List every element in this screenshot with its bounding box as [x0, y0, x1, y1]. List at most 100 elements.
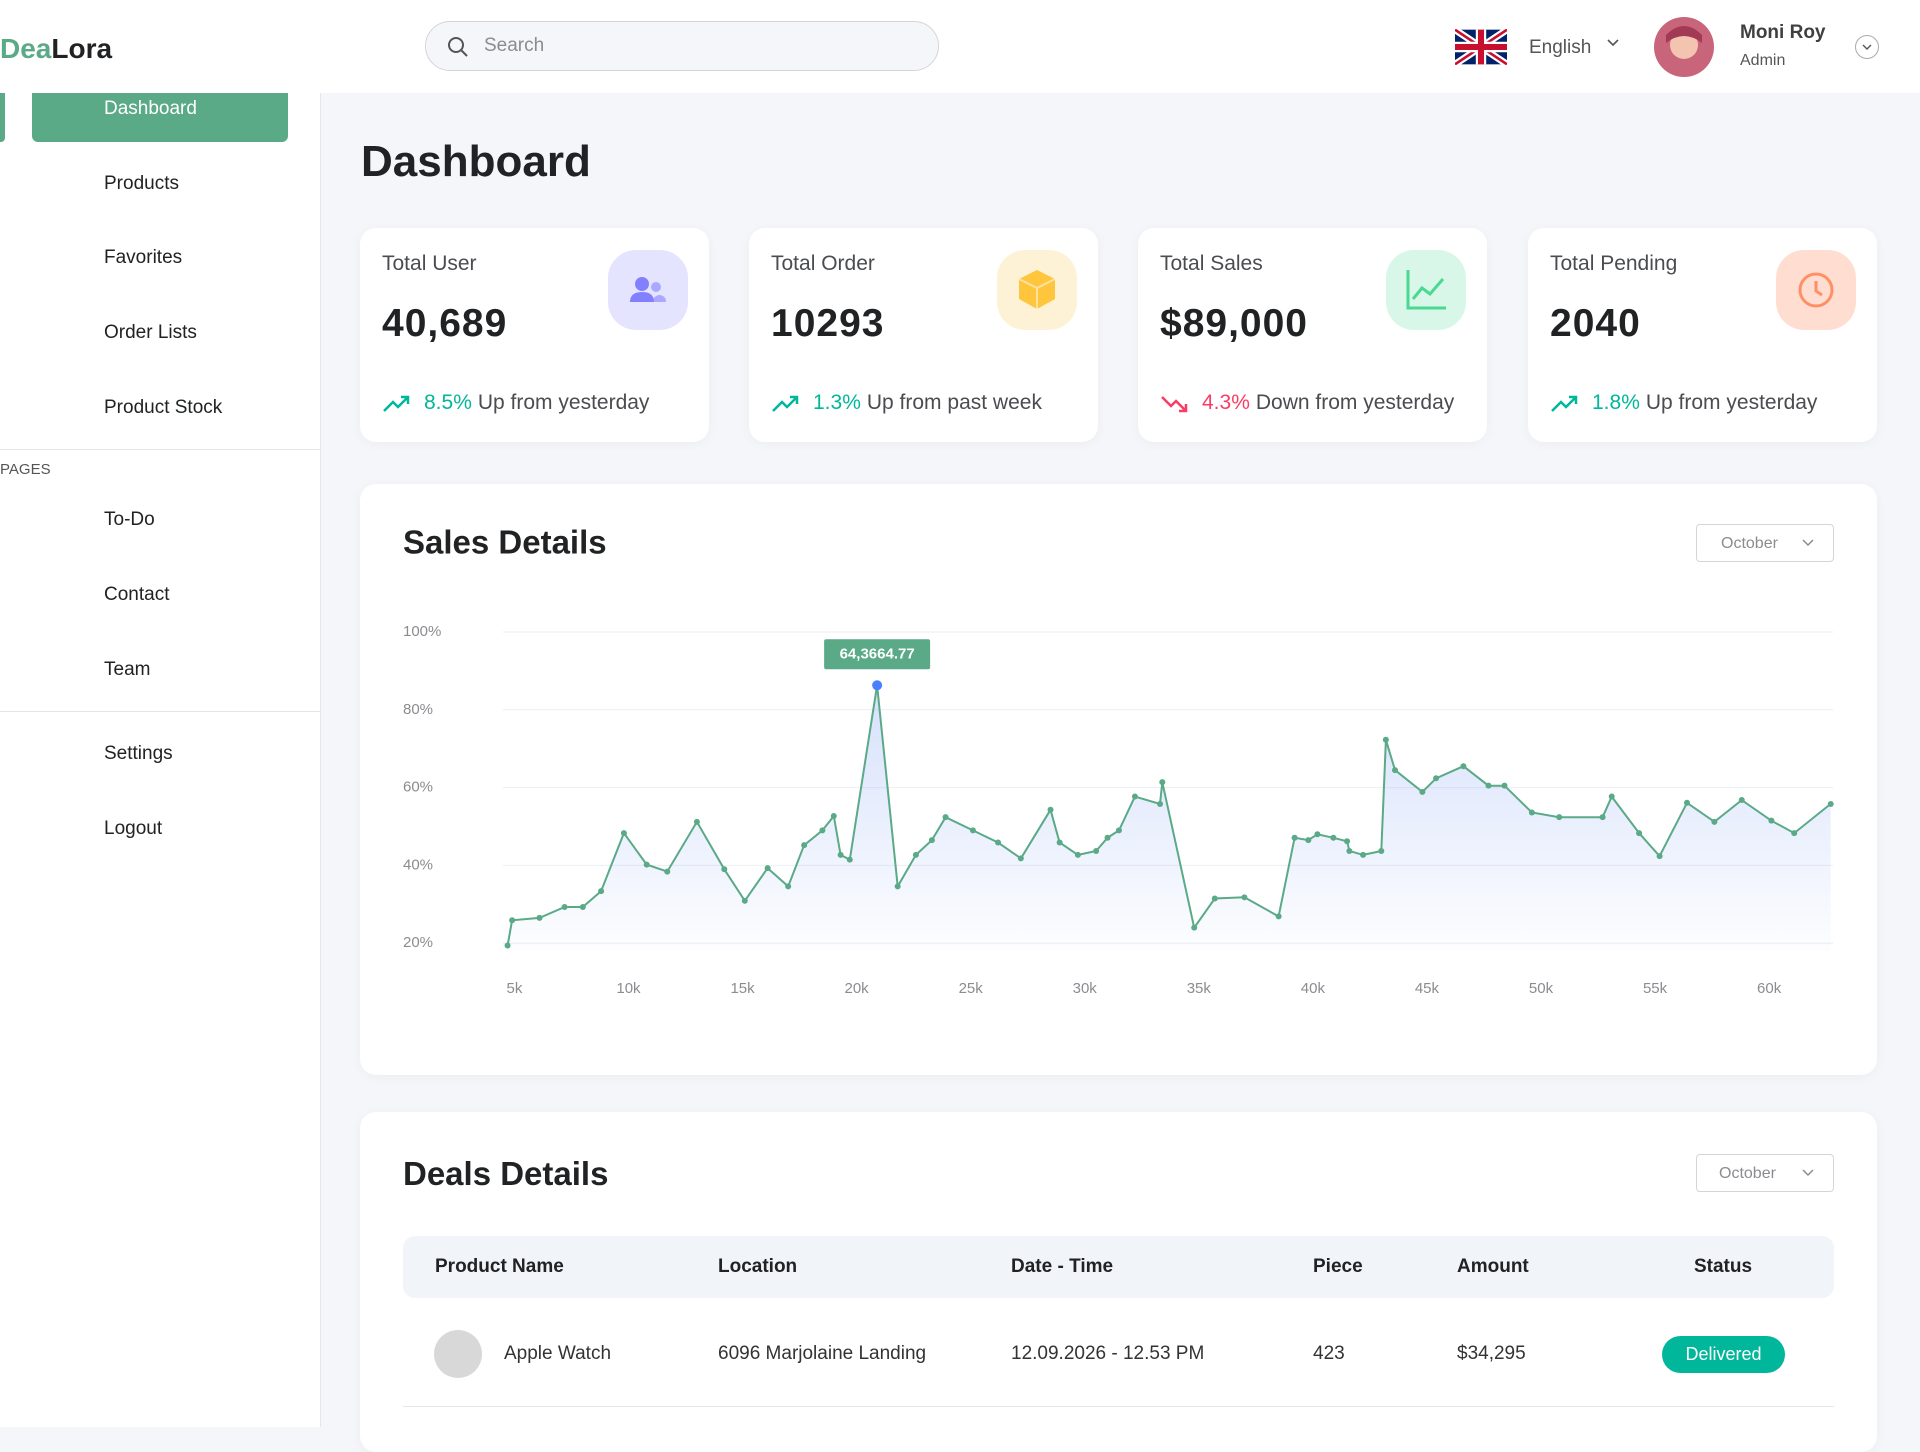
nav-item[interactable]: To-Do	[104, 509, 155, 530]
nav-item[interactable]: Order Lists	[104, 322, 197, 343]
point	[1131, 793, 1138, 800]
point	[1419, 788, 1426, 795]
point	[928, 837, 935, 844]
search-placeholder: Search	[484, 35, 545, 56]
language[interactable]: English	[1529, 37, 1592, 58]
nav-item[interactable]: Favorites	[104, 247, 183, 268]
month-filter[interactable]: October	[1696, 524, 1834, 562]
row-divider	[403, 1406, 1834, 1407]
point	[1827, 800, 1834, 807]
sales-panel: Sales Details 20% 40% 60% 80% 100% 5k 10k 15k 20…	[360, 484, 1877, 1075]
y-tick-label: 80%	[403, 701, 433, 718]
nav-item[interactable]: Product Stock	[104, 397, 223, 418]
card-icon	[997, 250, 1077, 330]
point	[995, 839, 1002, 846]
card-icon	[1386, 250, 1466, 330]
x-tick-label: 55k	[1643, 980, 1668, 997]
column-header: Status	[1693, 1256, 1753, 1277]
area	[507, 685, 1831, 951]
logo: DeaLora	[0, 33, 112, 65]
user-name: Moni Roy	[1740, 22, 1826, 43]
point	[561, 904, 568, 911]
search-icon	[448, 37, 468, 57]
cell: 6096 Marjolaine Landing	[718, 1343, 927, 1364]
product-thumb	[434, 1330, 482, 1378]
x-tick-label: 35k	[1187, 980, 1212, 997]
active-indicator	[0, 76, 5, 142]
trend-icon	[383, 395, 410, 412]
point	[819, 827, 826, 834]
table-header-bg	[403, 1236, 1834, 1298]
status-badge: Delivered	[1662, 1336, 1785, 1373]
card-note: Down from yesterday	[1255, 391, 1455, 414]
point	[1291, 834, 1298, 841]
card-note: Up from past week	[866, 391, 1042, 414]
point	[801, 842, 808, 849]
point	[1636, 830, 1643, 837]
cell: $34,295	[1457, 1343, 1526, 1364]
column-header: Location	[718, 1256, 798, 1277]
card-value: 2040	[1550, 302, 1641, 345]
page-title: Dashboard	[361, 137, 591, 186]
point	[764, 865, 771, 872]
card-title: Total User	[382, 252, 477, 275]
stat-card: Total Pending 2040 1.8% Up from yesterday	[1528, 228, 1877, 442]
nav-item[interactable]: Dashboard	[104, 98, 197, 119]
sidebar: PAGES Dashboard Products Favorites Order Li…	[0, 0, 321, 1427]
nav-item[interactable]: Team	[104, 659, 151, 680]
x-tick-label: 45k	[1415, 980, 1440, 997]
point	[741, 897, 748, 904]
nav-item[interactable]: Settings	[104, 743, 173, 764]
stat-card: Total User 40,689 8.5% Up from yesterday	[360, 228, 709, 442]
point	[1768, 817, 1775, 824]
chevron	[1802, 539, 1814, 546]
y-tick-label: 100%	[403, 623, 441, 640]
divider	[0, 711, 320, 712]
point	[620, 830, 627, 837]
nav-item[interactable]: Products	[104, 173, 179, 194]
point	[1656, 853, 1663, 860]
search-box[interactable]: Search	[425, 21, 939, 71]
point	[509, 917, 516, 924]
card-title: Total Sales	[1160, 252, 1263, 275]
user-menu[interactable]	[1854, 34, 1880, 60]
point	[1460, 763, 1467, 770]
chevron[interactable]	[1606, 38, 1620, 48]
logo-first: Dea	[0, 33, 52, 64]
point	[872, 680, 883, 691]
point	[1599, 814, 1606, 821]
x-tick-label: 5k	[506, 980, 522, 997]
cell: 12.09.2026 - 12.53 PM	[1011, 1343, 1205, 1364]
point	[598, 888, 605, 895]
point	[1056, 839, 1063, 846]
month-filter[interactable]: October	[1696, 1154, 1834, 1192]
x-tick-label: 30k	[1073, 980, 1098, 997]
x-tick-label: 50k	[1529, 980, 1554, 997]
card-icon	[608, 250, 688, 330]
column-header: Amount	[1457, 1256, 1529, 1277]
point	[1275, 913, 1282, 920]
logo-second: Lora	[51, 33, 113, 64]
cell: Apple Watch	[504, 1343, 612, 1364]
point	[643, 861, 650, 868]
card-value: 40,689	[382, 302, 508, 345]
point	[1791, 830, 1798, 837]
x-tick-label: 20k	[845, 980, 870, 997]
point	[1683, 799, 1690, 806]
point	[1047, 806, 1054, 813]
chevron	[1802, 1169, 1814, 1176]
point	[1391, 767, 1398, 774]
point	[579, 904, 586, 911]
avatar[interactable]	[1654, 17, 1714, 77]
topbar: DeaLora Search English Moni Roy Admin	[0, 0, 1920, 93]
x-tick-label: 10k	[616, 980, 641, 997]
point	[1433, 775, 1440, 782]
point	[837, 851, 844, 858]
nav-item[interactable]: Logout	[104, 818, 163, 839]
icon-glyph	[1018, 270, 1056, 309]
point	[1528, 809, 1535, 816]
nav-item[interactable]: Contact	[104, 584, 170, 605]
point	[969, 827, 976, 834]
point	[846, 856, 853, 863]
